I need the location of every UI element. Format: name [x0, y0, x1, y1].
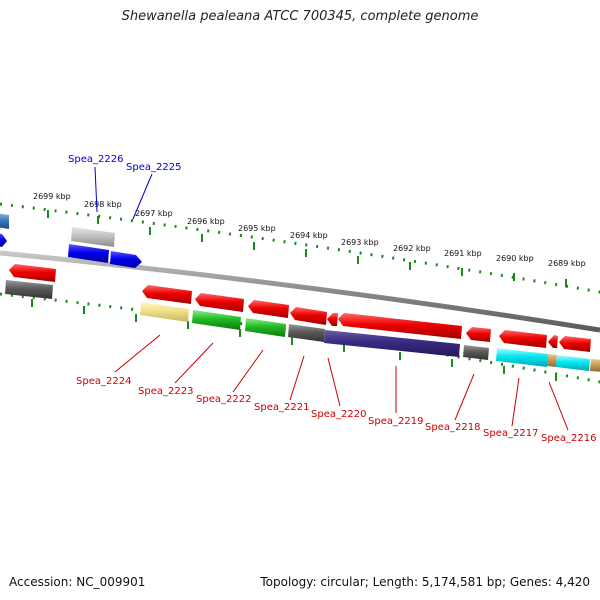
gene-label[interactable]: Spea_2219	[368, 416, 423, 427]
gene-feature[interactable]	[140, 302, 189, 322]
gene-feature[interactable]	[0, 233, 7, 247]
kbp-tick-label: 2690 kbp	[496, 254, 534, 263]
label-leader-lines	[94, 166, 569, 431]
gene-feature[interactable]	[9, 264, 56, 282]
gene-labels-bottom: Spea_2224 Spea_2223 Spea_2222 Spea_2221 …	[76, 376, 596, 444]
kbp-tick-label: 2699 kbp	[33, 192, 71, 201]
gene-feature[interactable]	[327, 313, 338, 326]
kbp-tick-label: 2693 kbp	[341, 238, 379, 247]
gene-feature[interactable]	[0, 213, 9, 229]
gene-label[interactable]: Spea_2225	[126, 162, 181, 173]
gene-feature[interactable]	[248, 300, 289, 318]
map-title: Shewanella pealeana ATCC 700345, complet…	[121, 9, 479, 24]
gene-labels-top: Spea_2226 Spea_2225	[68, 154, 181, 173]
gene-feature[interactable]	[195, 293, 244, 312]
genome-backbone	[0, 250, 600, 333]
gene-label[interactable]: Spea_2226	[68, 154, 123, 165]
kbp-tick-label: 2689 kbp	[548, 259, 586, 268]
gene-feature[interactable]	[71, 227, 115, 247]
kbp-tick-label: 2691 kbp	[444, 249, 482, 258]
kbp-labels: 2699 kbp 2698 kbp 2697 kbp 2696 kbp 2695 kbp…	[33, 192, 586, 268]
major-ticks	[31, 210, 567, 381]
gene-feature[interactable]	[245, 318, 286, 337]
gene-label[interactable]: Spea_2220	[311, 409, 366, 420]
gene-feature[interactable]	[547, 354, 557, 367]
gene-label[interactable]: Spea_2222	[196, 394, 251, 405]
gene-feature[interactable]	[68, 244, 109, 263]
kbp-tick-label: 2696 kbp	[187, 217, 225, 226]
gene-feature[interactable]	[548, 335, 558, 348]
kbp-tick-label: 2698 kbp	[84, 200, 122, 209]
kbp-tick-label: 2695 kbp	[238, 224, 276, 233]
gene-feature[interactable]	[288, 324, 325, 342]
kbp-tick-label: 2694 kbp	[290, 231, 328, 240]
gene-label[interactable]: Spea_2217	[483, 428, 538, 439]
gene-feature[interactable]	[559, 336, 591, 352]
gene-feature[interactable]	[338, 313, 462, 339]
gene-label[interactable]: Spea_2216	[541, 433, 596, 444]
gene-label[interactable]: Spea_2218	[425, 422, 480, 433]
gene-label[interactable]: Spea_2221	[254, 402, 309, 413]
reverse-genes	[5, 264, 600, 372]
gene-feature[interactable]	[463, 345, 489, 360]
genome-stats-label: Topology: circular; Length: 5,174,581 bp…	[260, 575, 590, 589]
accession-label: Accession: NC_009901	[9, 575, 146, 589]
gene-feature[interactable]	[5, 280, 53, 299]
gene-label[interactable]: Spea_2224	[76, 376, 131, 387]
forward-genes	[0, 213, 142, 268]
kbp-tick-label: 2697 kbp	[135, 209, 173, 218]
gene-feature[interactable]	[324, 330, 460, 357]
gene-feature[interactable]	[499, 330, 547, 348]
gene-feature[interactable]	[142, 285, 192, 304]
gene-label[interactable]: Spea_2223	[138, 386, 193, 397]
gene-feature[interactable]	[290, 307, 327, 325]
gene-feature[interactable]	[496, 348, 548, 367]
gene-feature[interactable]	[192, 310, 241, 330]
gene-feature[interactable]	[466, 327, 491, 342]
kbp-tick-label: 2692 kbp	[393, 244, 431, 253]
gene-feature[interactable]	[110, 251, 142, 268]
gene-feature[interactable]	[556, 355, 590, 371]
gene-feature[interactable]	[590, 359, 600, 372]
